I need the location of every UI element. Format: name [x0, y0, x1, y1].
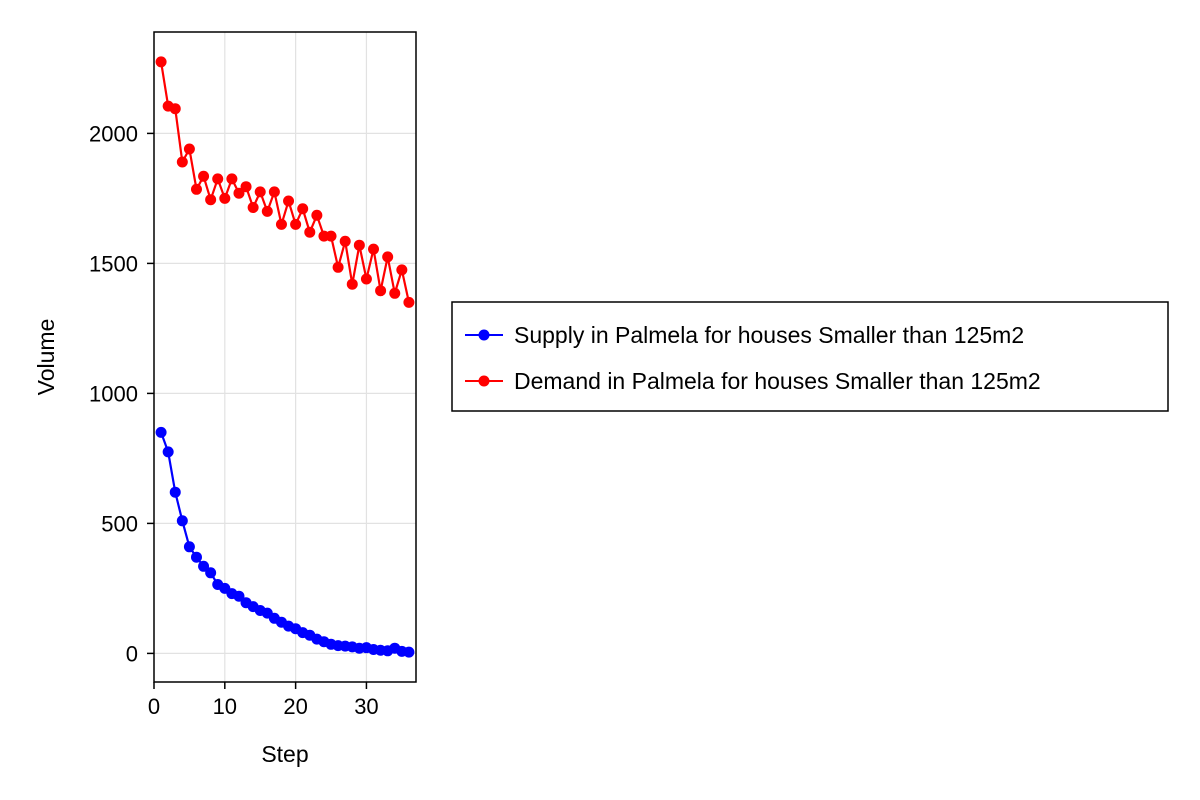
data-point	[233, 187, 245, 199]
data-point	[254, 186, 266, 198]
data-point	[396, 264, 408, 276]
data-point	[240, 181, 252, 193]
data-point	[219, 192, 231, 204]
series-demand	[155, 56, 415, 308]
data-point	[205, 567, 217, 579]
series-layer	[155, 56, 415, 658]
legend-label-supply: Supply in Palmela for houses Smaller tha…	[514, 322, 1024, 348]
legend-box	[451, 301, 1169, 412]
y-tick-label: 0	[126, 641, 138, 666]
x-tick-label: 20	[283, 694, 307, 719]
data-point	[290, 218, 302, 230]
data-point	[190, 551, 202, 563]
legend-entry-supply: Supply in Palmela for houses Smaller tha…	[465, 322, 1024, 348]
data-point	[368, 243, 380, 255]
data-point	[233, 590, 245, 602]
legend-label-demand: Demand in Palmela for houses Smaller tha…	[514, 368, 1041, 394]
data-point	[169, 103, 181, 115]
y-tick-label: 2000	[89, 121, 138, 146]
data-point	[198, 560, 210, 572]
x-tick-label: 10	[213, 694, 237, 719]
data-point	[353, 239, 365, 251]
data-point	[183, 541, 195, 553]
legend-marker-supply	[478, 329, 490, 341]
data-point	[283, 195, 295, 207]
data-point	[190, 183, 202, 195]
data-point	[155, 56, 167, 68]
x-axis-label: Step	[261, 741, 308, 767]
data-point	[268, 186, 280, 198]
series-line	[159, 61, 410, 303]
y-tick-label: 500	[101, 511, 138, 536]
data-point	[176, 515, 188, 527]
data-point	[247, 202, 259, 213]
data-point	[360, 273, 372, 285]
y-tick-label: 1000	[89, 381, 138, 406]
data-point	[389, 287, 401, 299]
legend-entry-demand: Demand in Palmela for houses Smaller tha…	[465, 368, 1041, 394]
data-point	[403, 296, 415, 308]
grid-lines	[154, 32, 416, 682]
data-point	[403, 646, 415, 658]
y-axis-label: Volume	[33, 319, 59, 396]
data-point	[226, 173, 238, 185]
data-point	[198, 170, 210, 182]
series-supply	[155, 426, 415, 658]
data-point	[311, 209, 323, 221]
data-point	[261, 205, 273, 217]
data-point	[332, 261, 344, 273]
data-point	[162, 446, 174, 458]
data-point	[275, 218, 287, 230]
x-tick-label: 0	[148, 694, 160, 719]
data-point	[304, 226, 316, 238]
data-point	[375, 285, 387, 297]
data-point	[297, 203, 309, 215]
data-point	[212, 173, 224, 185]
data-point	[382, 251, 394, 263]
data-point	[155, 426, 167, 438]
data-point	[169, 486, 181, 498]
legend-marker-demand	[478, 375, 490, 387]
axis-ticks: 0 10 20 30 0 500 1000 1500 2000	[89, 121, 379, 719]
y-tick-label: 1500	[89, 251, 138, 276]
data-point	[205, 194, 217, 206]
data-point	[183, 143, 195, 155]
data-point	[176, 156, 188, 168]
data-point	[346, 278, 358, 290]
data-point	[339, 235, 351, 247]
plot-area-frame	[153, 31, 417, 683]
x-tick-label: 30	[354, 694, 378, 719]
data-point	[325, 230, 337, 242]
legend: Supply in Palmela for houses Smaller tha…	[451, 301, 1169, 412]
